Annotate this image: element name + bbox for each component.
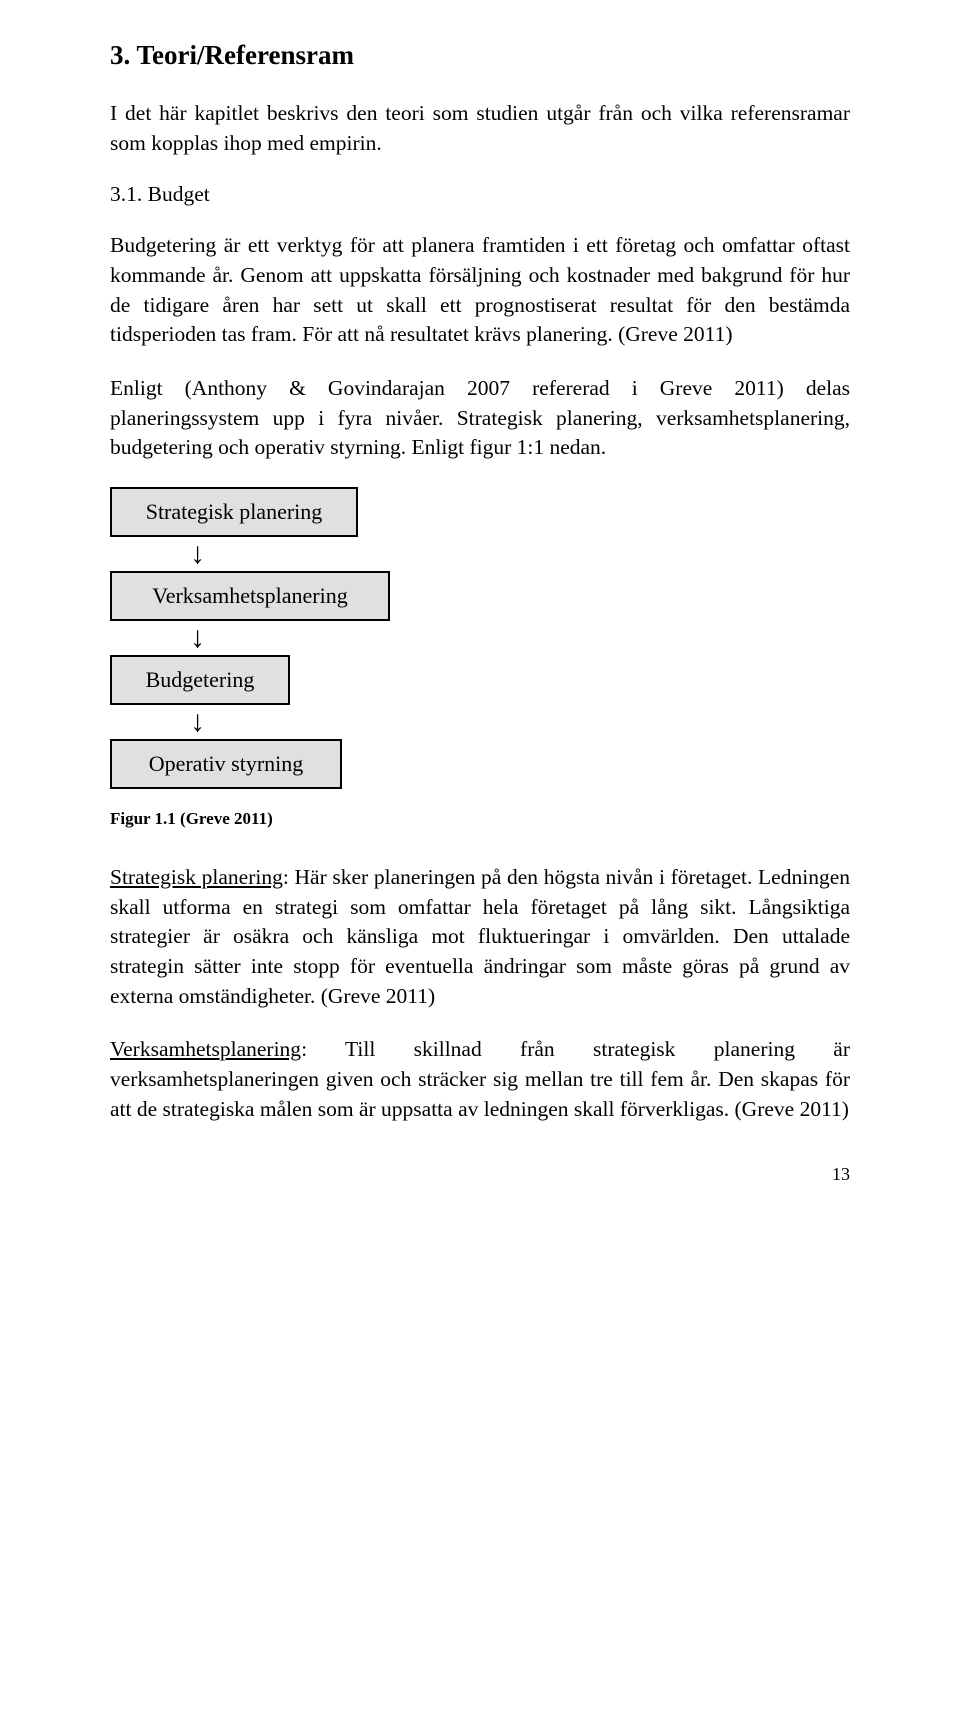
flow-box-verksamhet: Verksamhetsplanering (110, 571, 390, 621)
flow-box-budgetering: Budgetering (110, 655, 290, 705)
subsection-heading: 3.1. Budget (110, 182, 850, 207)
paragraph-1: Budgetering är ett verktyg för att plane… (110, 231, 850, 350)
flow-row-4: Operativ styrning (110, 739, 850, 789)
flow-row-3: Budgetering (110, 655, 850, 705)
flow-box-strategisk: Strategisk planering (110, 487, 358, 537)
figure-caption: Figur 1.1 (Greve 2011) (110, 809, 850, 829)
intro-paragraph: I det här kapitlet beskrivs den teori so… (110, 99, 850, 158)
flow-arrow-2: ↓ (110, 621, 850, 655)
def-label-strategisk: Strategisk planering (110, 865, 283, 889)
definition-1: Strategisk planering: Här sker planering… (110, 863, 850, 1011)
flowchart: Strategisk planering ↓ Verksamhetsplaner… (110, 487, 850, 789)
flow-row-2: Verksamhetsplanering (110, 571, 850, 621)
flow-arrow-3: ↓ (110, 705, 850, 739)
section-heading: 3. Teori/Referensram (110, 40, 850, 71)
paragraph-2: Enligt (Anthony & Govindarajan 2007 refe… (110, 374, 850, 463)
def-label-verksamhet: Verksamhetsplanering (110, 1037, 301, 1061)
page-container: 3. Teori/Referensram I det här kapitlet … (0, 0, 960, 1245)
page-number: 13 (110, 1164, 850, 1185)
flow-row-1: Strategisk planering (110, 487, 850, 537)
flow-arrow-1: ↓ (110, 537, 850, 571)
definition-2: Verksamhetsplanering: Till skillnad från… (110, 1035, 850, 1124)
flow-box-operativ: Operativ styrning (110, 739, 342, 789)
